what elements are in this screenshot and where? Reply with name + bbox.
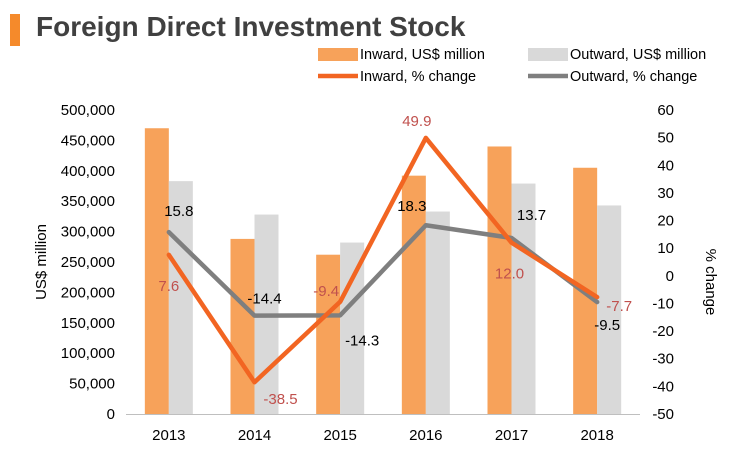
y-tick-label: 300,000 (61, 224, 115, 241)
lines-layer (166, 135, 600, 385)
bar-inward-2016 (401, 175, 426, 414)
y2-axis-label: % change (702, 249, 719, 316)
data-label-inward-pct: -7.7 (606, 298, 632, 315)
data-label-outward-pct: -14.4 (247, 291, 281, 308)
data-label-inward-pct: 49.9 (402, 113, 431, 130)
legend-swatch (318, 48, 358, 61)
axes-layer: 0 50,000 100,000 150,000 200,000 250,000 300,0… (33, 102, 719, 444)
data-label-outward-pct: 18.3 (397, 198, 426, 215)
y2-tick-label: -10 (652, 295, 674, 312)
data-label-outward-pct: 15.8 (164, 203, 193, 220)
y-tick-label: 150,000 (61, 315, 115, 332)
data-label-outward-pct: -9.5 (594, 317, 620, 334)
y-tick-label: 350,000 (61, 193, 115, 210)
y2-tick-label: 40 (657, 157, 674, 174)
data-label-inward-pct: 7.6 (158, 278, 179, 295)
bar-outward-2018 (597, 205, 622, 414)
y2-tick-label: 60 (657, 102, 674, 119)
legend-label: Inward, US$ million (360, 47, 485, 63)
y-tick-label: 450,000 (61, 132, 115, 149)
y2-tick-label: 0 (666, 268, 674, 285)
y2-tick-label: -20 (652, 323, 674, 340)
y-tick-label: 200,000 (61, 284, 115, 301)
bar-inward-2017 (487, 146, 512, 415)
data-label-inward-pct: -38.5 (263, 391, 297, 408)
line-outward-pct-change (166, 222, 600, 318)
legend: Inward, US$ million Outward, US$ million I… (318, 47, 706, 85)
y-tick-label: 50,000 (69, 376, 115, 393)
y-axis-label: US$ million (33, 224, 50, 300)
x-tick-label: 2017 (495, 427, 528, 444)
title-accent-bar (10, 14, 20, 46)
data-label-inward-pct: 12.0 (495, 266, 524, 283)
legend-label: Inward, % change (360, 69, 476, 85)
y2-tick-label: -30 (652, 351, 674, 368)
y2-tick-label: -40 (652, 378, 674, 395)
legend-label: Outward, % change (570, 69, 697, 85)
y2-tick-label: 30 (657, 185, 674, 202)
bar-outward-2016 (425, 211, 450, 414)
y-tick-label: 250,000 (61, 254, 115, 271)
bar-inward-2015 (316, 254, 341, 414)
bar-inward-2013 (144, 128, 169, 415)
data-label-inward-pct: -9.4 (313, 283, 339, 300)
y2-tick-label: 20 (657, 213, 674, 230)
chart-title: Foreign Direct Investment Stock (36, 11, 466, 42)
x-tick-label: 2016 (409, 427, 442, 444)
bar-outward-2015 (340, 242, 365, 414)
line-inward-pct-change (166, 135, 600, 385)
bar-outward-2017 (511, 183, 536, 414)
y2-tick-label: 10 (657, 240, 674, 257)
x-tick-label: 2013 (152, 427, 185, 444)
x-tick-label: 2018 (580, 427, 613, 444)
y-tick-label: 100,000 (61, 345, 115, 362)
x-tick-label: 2014 (238, 427, 271, 444)
data-label-outward-pct: 13.7 (517, 207, 546, 224)
y2-tick-label: 50 (657, 130, 674, 147)
x-tick-label: 2015 (323, 427, 356, 444)
y-tick-label: 500,000 (61, 102, 115, 119)
y2-tick-label: -50 (652, 406, 674, 423)
legend-label: Outward, US$ million (570, 47, 706, 63)
data-labels-layer: 7.6 -38.5 -9.4 49.9 12.0 -7.7 15.8 -14.4 -14.3 18… (158, 113, 632, 408)
y-tick-label: 400,000 (61, 163, 115, 180)
legend-swatch (528, 48, 568, 61)
y-tick-label: 0 (107, 406, 115, 423)
data-label-outward-pct: -14.3 (345, 332, 379, 349)
bar-outward-2013 (168, 181, 193, 414)
bar-inward-2014 (230, 238, 255, 414)
